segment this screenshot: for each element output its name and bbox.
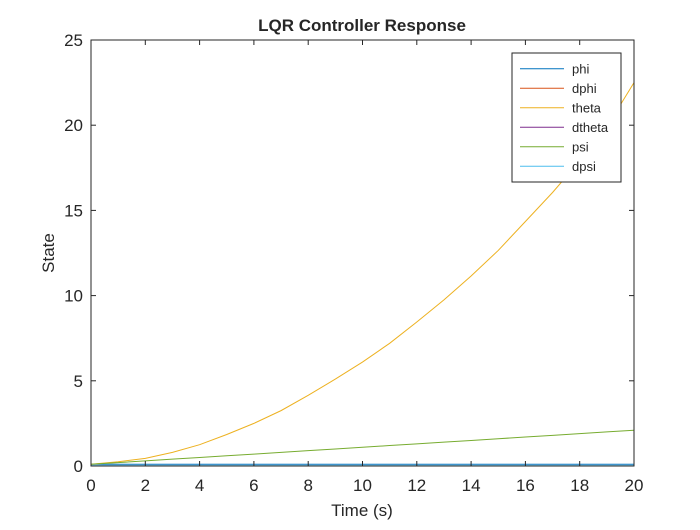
legend-label-dpsi: dpsi	[572, 159, 596, 174]
x-axis-label: Time (s)	[331, 501, 393, 520]
x-tick-label: 12	[407, 476, 426, 495]
x-tick-label: 14	[462, 476, 481, 495]
x-tick-label: 10	[353, 476, 372, 495]
chart-title: LQR Controller Response	[258, 16, 466, 35]
x-tick-label: 18	[570, 476, 589, 495]
x-tick-label: 20	[625, 476, 644, 495]
legend-label-dtheta: dtheta	[572, 120, 609, 135]
y-tick-label: 25	[64, 31, 83, 50]
y-tick-label: 20	[64, 116, 83, 135]
y-tick-label: 10	[64, 287, 83, 306]
legend-label-phi: phi	[572, 61, 589, 76]
x-tick-label: 6	[249, 476, 258, 495]
x-tick-label: 0	[86, 476, 95, 495]
x-tick-label: 8	[303, 476, 312, 495]
y-tick-label: 15	[64, 201, 83, 220]
series-line-psi	[90, 429, 635, 465]
y-tick-label: 5	[74, 372, 83, 391]
y-axis-label: State	[39, 233, 58, 273]
axes-layer: 0 2 4 6 8 10 12 14 16 18 20 0 5 10 15 20 25	[64, 31, 643, 495]
x-tick-label: 2	[141, 476, 150, 495]
y-tick-label: 0	[74, 457, 83, 476]
legend-label-psi: psi	[572, 139, 589, 154]
legend-label-dphi: dphi	[572, 81, 597, 96]
x-tick-label: 4	[195, 476, 204, 495]
series-line-theta	[90, 82, 635, 465]
legend: phi dphi theta dtheta psi dpsi	[511, 52, 622, 183]
legend-label-theta: theta	[572, 100, 602, 115]
legend-box	[511, 52, 622, 183]
x-tick-label: 16	[516, 476, 535, 495]
